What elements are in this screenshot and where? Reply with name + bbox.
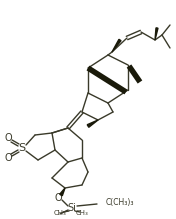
- Polygon shape: [155, 28, 158, 40]
- Text: C(CH₃)₃: C(CH₃)₃: [106, 198, 134, 207]
- Text: CH₃: CH₃: [54, 210, 66, 216]
- Text: CH₃: CH₃: [76, 210, 88, 216]
- Polygon shape: [112, 39, 121, 52]
- Text: O: O: [4, 153, 12, 163]
- Polygon shape: [60, 188, 65, 196]
- Text: O: O: [54, 193, 62, 203]
- Polygon shape: [87, 120, 98, 127]
- Text: S: S: [18, 143, 26, 153]
- Text: O: O: [4, 133, 12, 143]
- Text: Si: Si: [68, 203, 76, 213]
